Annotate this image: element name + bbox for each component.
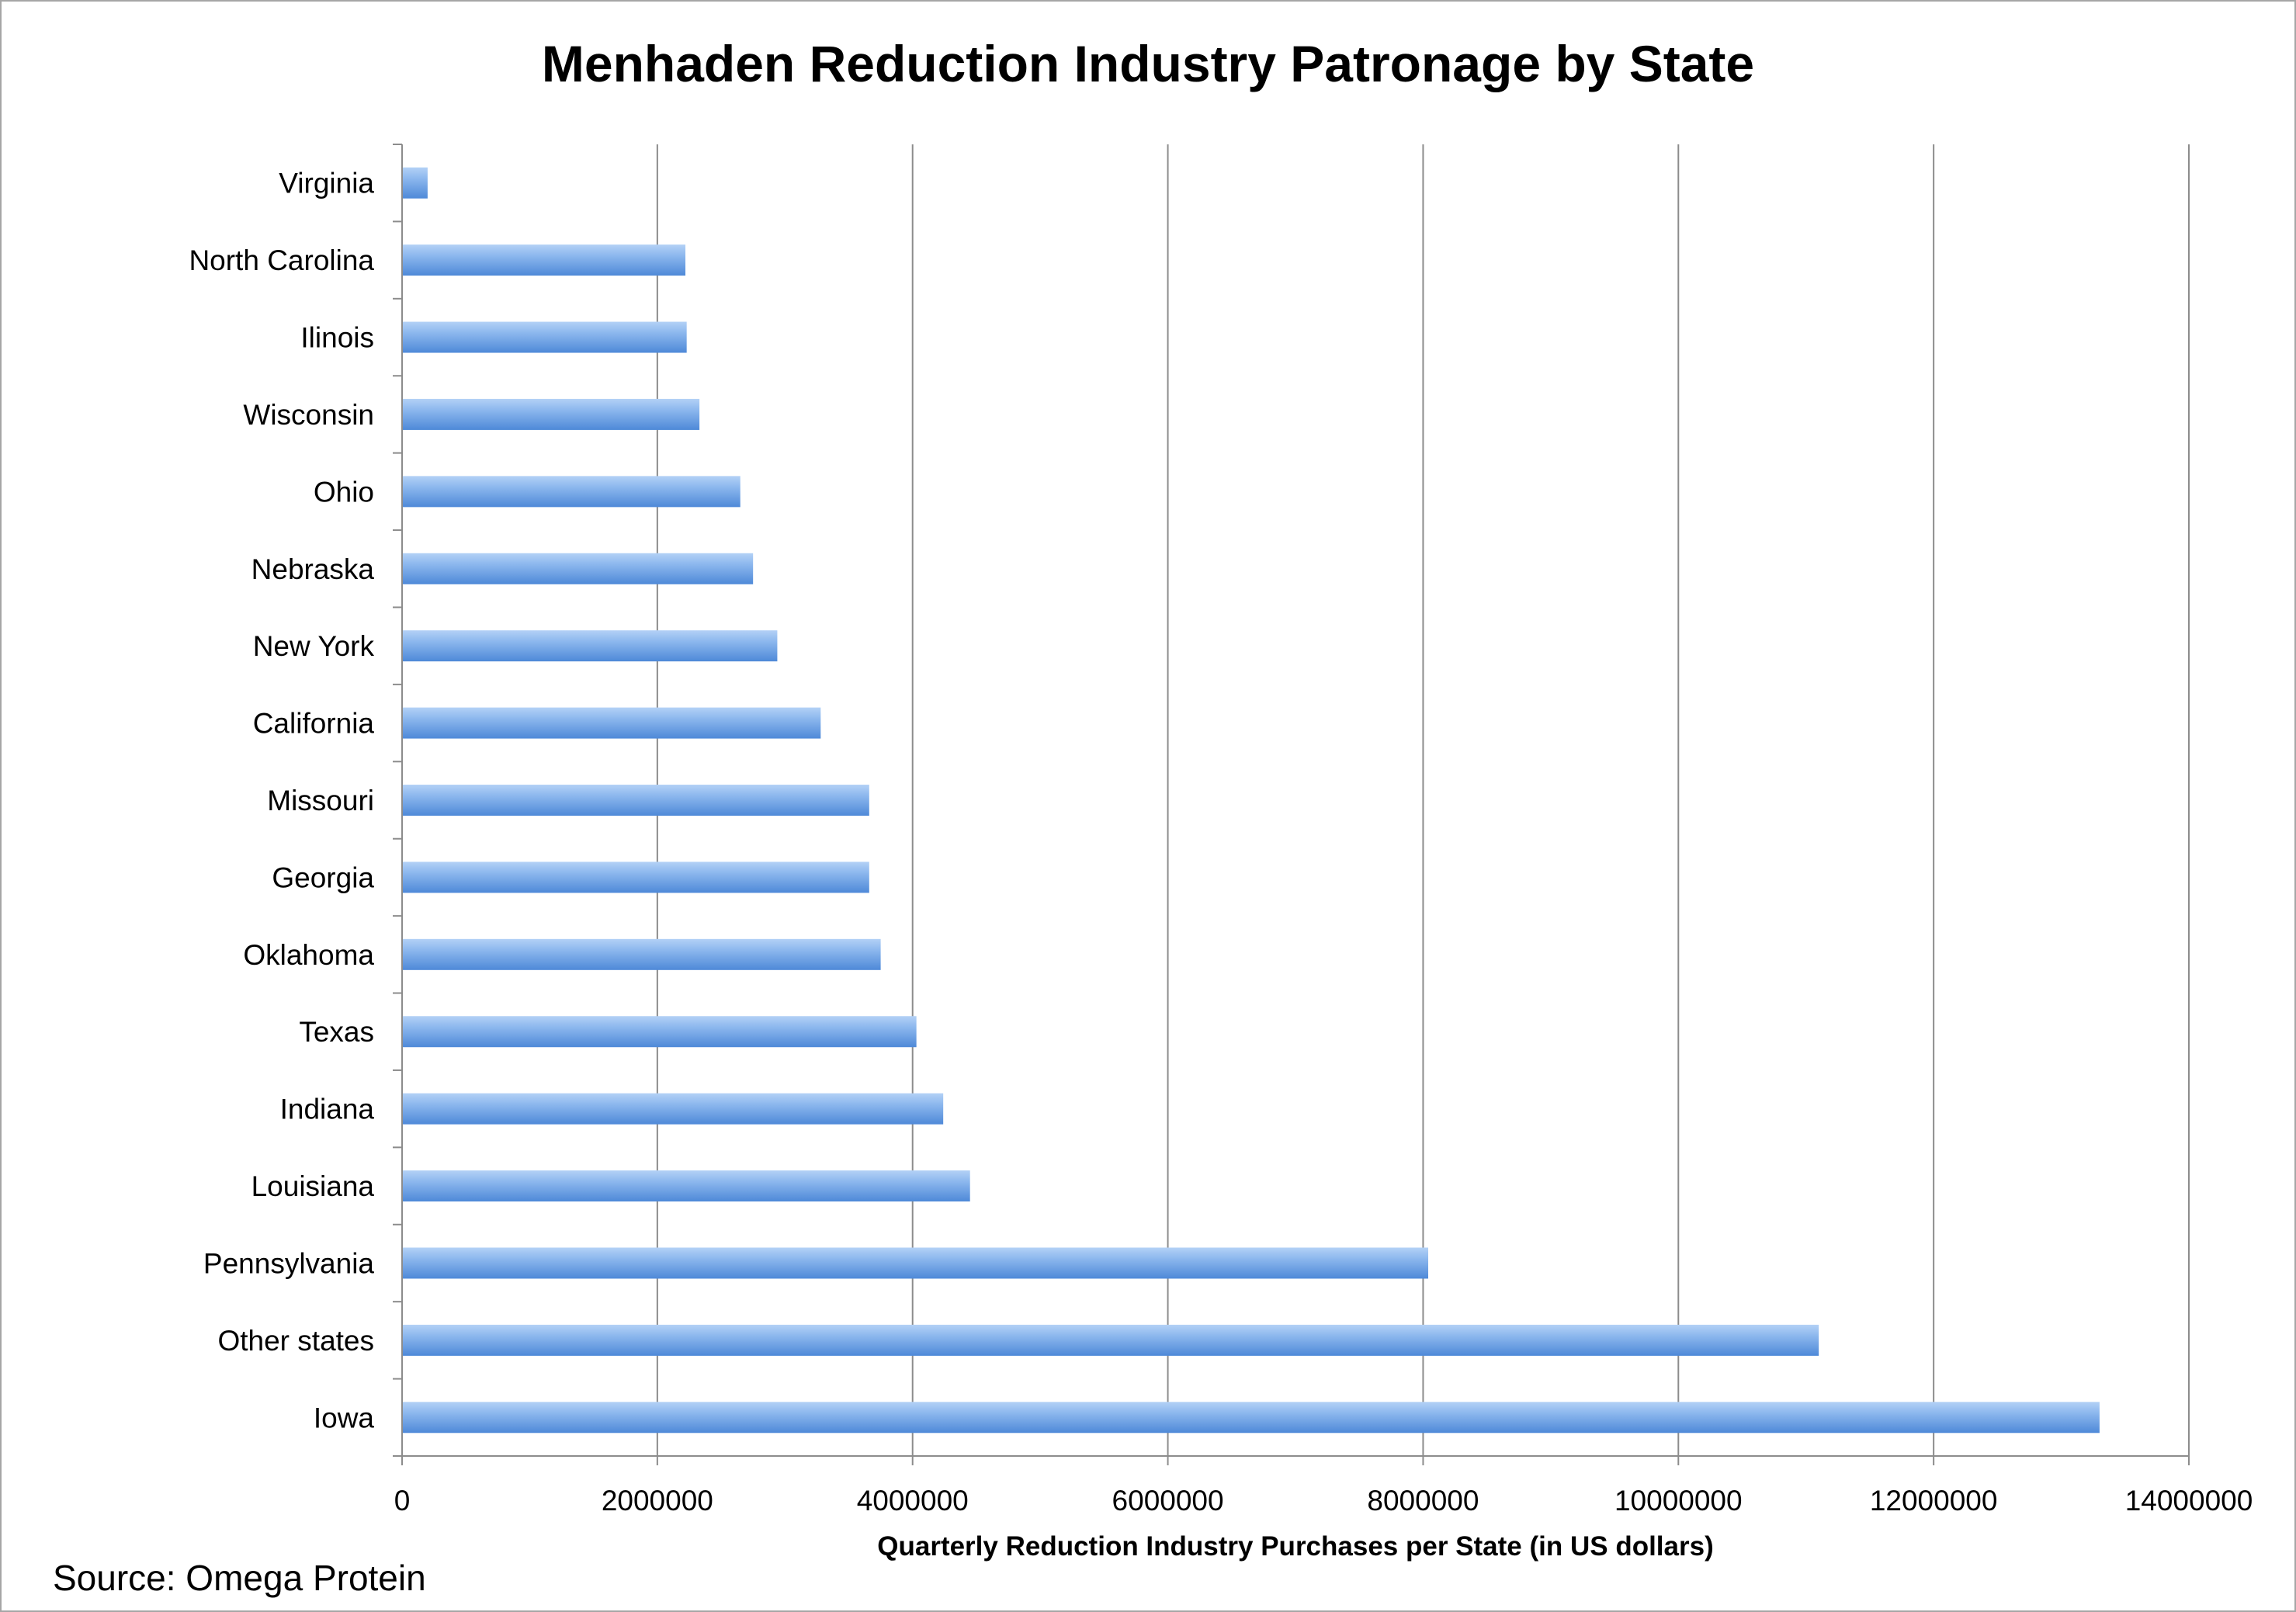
y-category-label: Virginia — [279, 168, 374, 199]
y-category-label: Texas — [299, 1016, 374, 1048]
y-category-label: Missouri — [267, 785, 374, 816]
bar — [402, 553, 754, 584]
y-category-label: Other states — [217, 1325, 374, 1357]
y-category-label: Ilinois — [300, 322, 374, 354]
bar — [402, 938, 881, 970]
x-tick-label: 12000000 — [1870, 1485, 1998, 1517]
x-tick-label: 2000000 — [602, 1485, 713, 1517]
y-category-label: California — [253, 708, 375, 740]
x-tick-label: 10000000 — [1614, 1485, 1743, 1517]
y-category-label: Indiana — [280, 1094, 375, 1125]
bar — [402, 1093, 944, 1125]
x-tick-label: 0 — [394, 1485, 411, 1517]
x-axis-title: Quarterly Reduction Industry Purchases p… — [877, 1531, 1713, 1562]
y-category-label: Georgia — [272, 861, 374, 893]
bar — [402, 321, 687, 353]
bar — [402, 398, 700, 430]
bar — [402, 630, 778, 662]
bar — [402, 1016, 917, 1048]
y-category-label: New York — [253, 630, 375, 662]
gridlines — [656, 144, 2190, 1456]
y-category-label: Louisiana — [251, 1170, 375, 1202]
bars — [402, 167, 2100, 1433]
x-tick-label: 14000000 — [2125, 1485, 2253, 1517]
bar — [402, 861, 869, 893]
y-category-label: Iowa — [314, 1402, 375, 1433]
bar — [402, 785, 869, 816]
source-note: Source: Omega Protein — [53, 1558, 426, 1598]
axes — [393, 144, 2190, 1465]
chart-title: Menhaden Reduction Industry Patronage by… — [541, 35, 1755, 92]
bar — [402, 1170, 970, 1202]
y-category-label: Oklahoma — [243, 939, 374, 971]
x-tick-label: 8000000 — [1367, 1485, 1479, 1517]
bar — [402, 1402, 2100, 1433]
y-category-label: Pennsylvania — [203, 1247, 375, 1279]
bar — [402, 707, 821, 739]
y-category-label: North Carolina — [189, 244, 374, 276]
bar — [402, 1324, 1819, 1356]
x-tick-label: 6000000 — [1112, 1485, 1224, 1517]
y-category-label: Nebraska — [251, 553, 375, 585]
bar — [402, 1247, 1429, 1279]
y-category-label: Wisconsin — [243, 399, 374, 431]
x-tick-label: 4000000 — [857, 1485, 969, 1517]
bar — [402, 476, 740, 508]
labels: 0 2000000 4000000 6000000 8000000 10000000 120… — [189, 168, 2253, 1517]
bar — [402, 244, 686, 276]
y-category-label: Ohio — [314, 476, 374, 508]
bar — [402, 167, 428, 199]
